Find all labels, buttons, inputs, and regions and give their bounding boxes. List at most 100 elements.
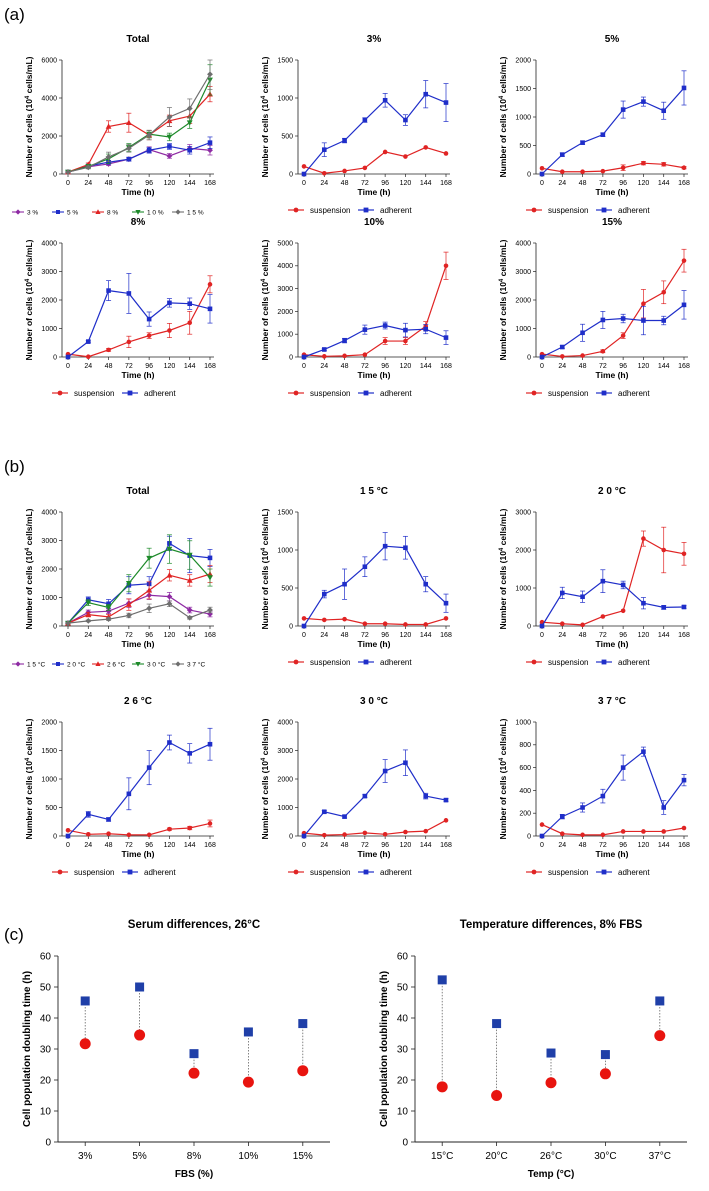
x-tick-label: 48 [341, 632, 349, 639]
data-point [559, 169, 565, 175]
x-tick-label: 0 [66, 363, 70, 370]
series-adherent [539, 290, 687, 360]
x-tick-label: 168 [678, 632, 690, 639]
legend-label: 2 6 °C [107, 661, 125, 669]
x-tick-label: 0 [540, 363, 544, 370]
y-tick-label: 500 [519, 143, 531, 150]
legend-label: suspension [74, 868, 114, 877]
legend-label: adherent [380, 658, 412, 667]
chart-title: 2 6 °C [124, 696, 152, 707]
x-axis-label: Time (h) [596, 370, 629, 380]
series-adherent [539, 746, 687, 839]
series-line [303, 93, 447, 175]
series-adherent [437, 975, 665, 1060]
data-point [105, 123, 112, 129]
y-tick-label: 0 [527, 833, 531, 840]
x-tick-label: 48 [105, 842, 113, 849]
y-tick-label: 40 [40, 1014, 52, 1025]
legend: suspension adherent [288, 389, 412, 398]
y-tick-label: 30 [40, 1045, 52, 1056]
legend: suspension adherent [526, 658, 650, 667]
legend-marker [293, 390, 299, 396]
chart-title: Total [126, 486, 149, 497]
series-line [303, 762, 447, 837]
series-line [67, 573, 211, 624]
data-point [301, 833, 307, 839]
data-point [298, 1019, 308, 1029]
y-axis-label: Number of cells (104 cells/mL) [498, 508, 508, 629]
data-point [167, 144, 172, 149]
y-tick-label: 1500 [515, 86, 531, 93]
legend-marker [56, 662, 60, 666]
y-tick-label: 0 [53, 171, 57, 178]
x-tick-label: 24 [558, 363, 566, 370]
data-point [321, 809, 327, 815]
y-tick-label: 1000 [41, 776, 57, 783]
data-point [146, 587, 153, 593]
x-tick-label: 8% [187, 1151, 202, 1162]
series-adherent [539, 70, 687, 177]
series-line [67, 822, 211, 836]
series-adherent [301, 80, 449, 177]
chart-b-total: Total 0 1000 2000 3000 4000 0 24 48 72 96 120 144 168… [12, 486, 216, 669]
x-tick-label: 144 [184, 842, 196, 849]
data-point [620, 608, 626, 614]
x-tick-label: 5% [132, 1151, 147, 1162]
data-point [580, 594, 585, 600]
legend-marker [363, 207, 369, 213]
data-point [207, 607, 213, 613]
data-point [187, 751, 193, 756]
data-point [321, 347, 327, 352]
legend-marker [293, 207, 299, 213]
data-point [546, 1048, 556, 1058]
data-point [85, 354, 91, 360]
legend-label: suspension [310, 206, 350, 215]
x-tick-label: 30°C [594, 1151, 616, 1162]
series-adherent [301, 532, 449, 629]
data-point [342, 138, 347, 143]
x-tick-label: 168 [440, 363, 452, 370]
legend: suspension adherent [288, 658, 412, 667]
y-tick-label: 500 [45, 805, 57, 812]
data-point [207, 575, 213, 581]
data-point [65, 354, 71, 360]
data-point [580, 169, 585, 175]
legend-label: 5 % [67, 210, 78, 217]
data-point [423, 326, 429, 332]
y-tick-label: 4000 [41, 95, 57, 102]
legend-marker [127, 869, 133, 875]
legend-label: 1 5 % [187, 210, 204, 217]
data-point [106, 347, 111, 353]
data-point [443, 335, 449, 340]
y-tick-label: 50 [40, 983, 52, 994]
series-1-5- [65, 59, 213, 175]
x-tick-label: 48 [579, 180, 587, 187]
series-1-0- [65, 64, 213, 176]
legend-marker [15, 209, 21, 215]
data-point [85, 812, 91, 817]
data-point [559, 590, 565, 596]
legend-marker [127, 390, 133, 396]
series-line [67, 289, 211, 358]
legend-label: suspension [548, 206, 588, 215]
y-tick-label: 200 [519, 811, 531, 818]
data-point [342, 581, 347, 587]
data-point [620, 582, 626, 588]
legend-marker [57, 869, 63, 875]
data-point [641, 600, 646, 606]
legend: suspension adherent [526, 389, 650, 398]
y-tick-label: 20 [397, 1076, 409, 1087]
x-tick-label: 168 [204, 363, 216, 370]
y-tick-label: 6000 [41, 57, 57, 64]
legend-label: 2 0 °C [67, 661, 85, 669]
data-point [106, 817, 111, 822]
data-point [654, 1030, 666, 1042]
legend-marker [531, 869, 537, 875]
data-point [126, 832, 132, 838]
series-line [541, 824, 685, 836]
data-point [580, 832, 585, 838]
x-tick-label: 96 [381, 632, 389, 639]
x-tick-label: 0 [66, 180, 70, 187]
x-tick-label: 168 [204, 180, 216, 187]
data-point [85, 617, 92, 624]
